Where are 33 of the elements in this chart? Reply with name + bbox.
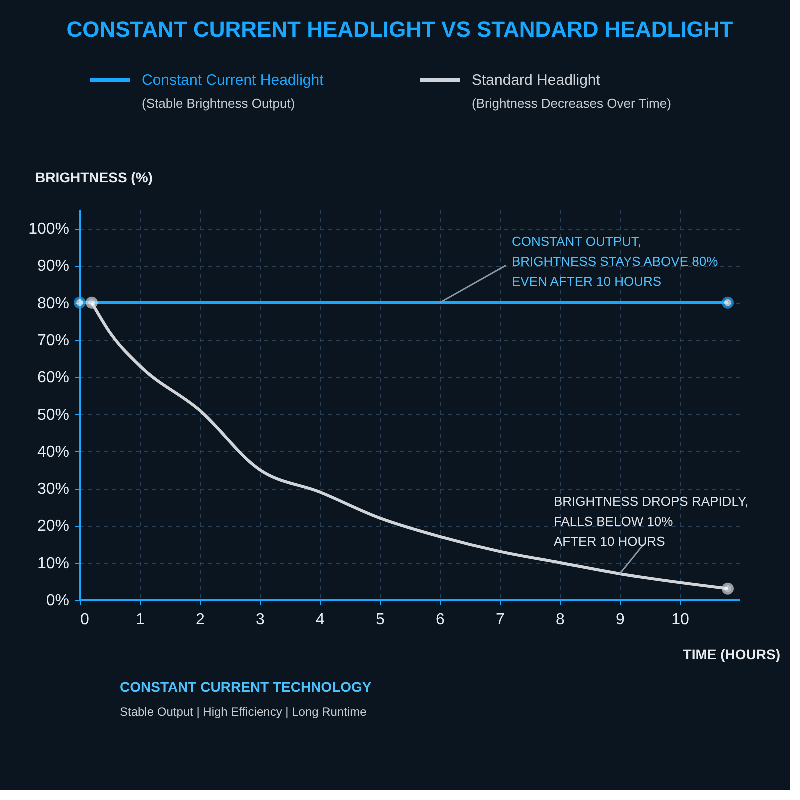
annotation: BRIGHTNESS DROPS RAPIDLY, FALLS BELOW 10% AFTER 10 HOURS	[554, 494, 749, 549]
annotation: CONSTANT OUTPUT, BRIGHTNESS STAYS ABOVE 80% EVEN AFTER 10 HOURS	[512, 234, 719, 289]
y-tick-label: 10%	[37, 555, 70, 572]
x-tick-label: 8	[556, 612, 566, 628]
text: (Stable Brightness Output)	[142, 96, 296, 111]
y-tick-label: 0%	[46, 592, 70, 610]
y-tick-label: 30%	[37, 481, 70, 498]
x-tick-label: 6	[436, 612, 446, 628]
y-tick-label: 100%	[28, 221, 70, 238]
x-tick-label: 5	[376, 612, 386, 628]
chart-title: CONSTANT CURRENT HEADLIGHT VS STANDARD HEADLIGHT	[66, 17, 734, 42]
text: CONSTANT CURRENT TECHNOLOGY	[120, 679, 372, 695]
y-tick-label: 90%	[37, 258, 70, 276]
y-tick-label: 20%	[37, 518, 70, 536]
x-tick-label: 7	[496, 612, 506, 628]
y-tick-label: 60%	[37, 370, 70, 387]
x-axis-title: TIME (HOURS)	[683, 646, 780, 662]
y-tick-label: 80%	[37, 295, 70, 312]
x-tick-label: 2	[196, 612, 206, 628]
y-axis-title: BRIGHTNESS (%)	[36, 170, 153, 186]
x-tick-label: 4	[316, 612, 326, 628]
text: (Brightness Decreases Over Time)	[472, 96, 672, 111]
y-tick-label: 50%	[37, 406, 70, 424]
legend-label: Standard Headlight	[472, 72, 602, 89]
text: Stable Output | High Efficiency | Long Runtime	[120, 705, 368, 719]
y-tick-label: 70%	[37, 332, 70, 350]
x-tick-label: 0	[80, 612, 90, 628]
x-tick-label: 3	[256, 612, 266, 628]
x-tick-label: 9	[616, 612, 626, 628]
legend-label: Constant Current Headlight	[142, 72, 325, 89]
x-tick-label: 10	[672, 612, 690, 628]
y-tick-label: 40%	[37, 444, 70, 461]
x-tick-label: 1	[136, 612, 146, 628]
